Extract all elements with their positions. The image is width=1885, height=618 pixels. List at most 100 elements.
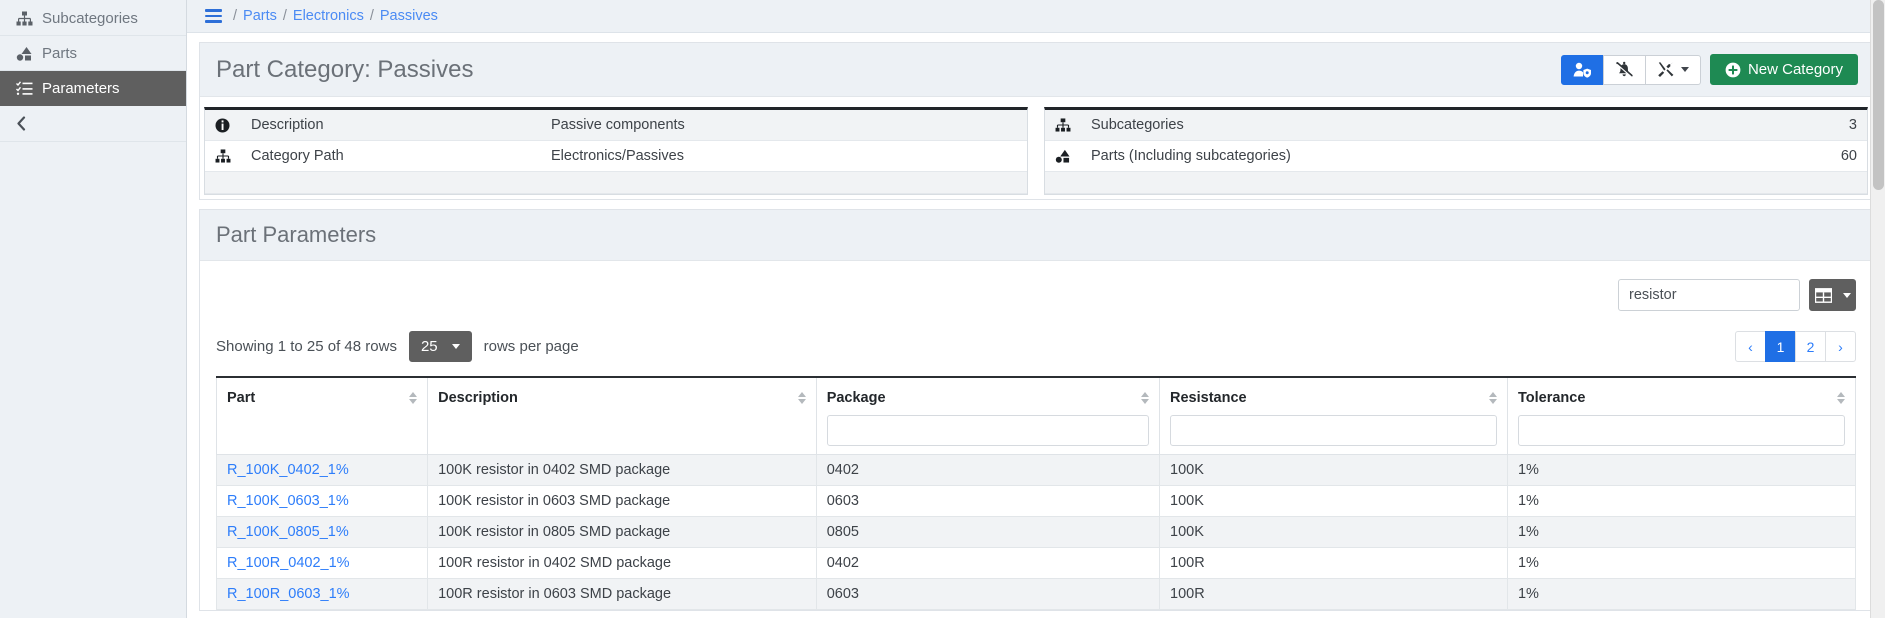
bell-slash-icon xyxy=(1615,61,1634,78)
breadcrumb: / Parts / Electronics / Passives xyxy=(187,0,1885,33)
filter-input-resistance[interactable] xyxy=(1170,415,1497,446)
sidebar-item-label: Parts xyxy=(42,44,78,62)
cell-resistance: 100R xyxy=(1159,578,1508,610)
column-header-part[interactable]: Part xyxy=(215,376,429,455)
info-value: Passive components xyxy=(551,117,685,133)
cell-package: 0402 xyxy=(815,547,1161,579)
table-row: Subcategories 3 xyxy=(1045,110,1867,141)
breadcrumb-separator: / xyxy=(233,8,238,24)
cell-package: 0805 xyxy=(815,516,1161,548)
cell-description: 100K resistor in 0603 SMD package xyxy=(427,485,817,517)
cell-description: 100K resistor in 0805 SMD package xyxy=(427,516,817,548)
cell-resistance: 100K xyxy=(1159,516,1508,548)
permissions-button[interactable] xyxy=(1560,54,1604,85)
sort-icon[interactable] xyxy=(409,392,418,404)
column-label: Description xyxy=(438,390,518,406)
sort-icon[interactable] xyxy=(1837,392,1845,404)
sidebar-item-parts[interactable]: Parts xyxy=(0,36,186,71)
tools-dropdown-button[interactable] xyxy=(1644,54,1701,85)
page-size-value: 25 xyxy=(420,338,438,355)
header-spacer xyxy=(227,406,417,446)
sort-icon[interactable] xyxy=(1141,392,1150,404)
column-label: Package xyxy=(826,390,886,406)
pagination-row: Showing 1 to 25 of 48 rows 25 rows per p… xyxy=(216,331,1856,362)
sidebar-collapse-button[interactable] xyxy=(0,106,186,142)
cell-tolerance: 1% xyxy=(1506,578,1857,610)
category-stats-table: Subcategories 3 xyxy=(1045,110,1867,194)
table-row-empty xyxy=(205,171,1027,194)
sort-icon[interactable] xyxy=(797,392,806,404)
sitemap-icon xyxy=(205,141,241,172)
column-label: Part xyxy=(227,390,256,406)
column-header-package[interactable]: Package xyxy=(815,376,1161,455)
part-link[interactable]: R_100R_0603_1% xyxy=(227,586,350,602)
cell-package: 0603 xyxy=(815,485,1161,517)
part-parameters-panel: Part Parameters xyxy=(199,209,1873,611)
action-button-group xyxy=(1560,54,1701,85)
breadcrumb-separator: / xyxy=(282,8,287,24)
table-header-row: Part Description xyxy=(215,376,1857,455)
header-spacer xyxy=(438,406,806,446)
table-row: R_100K_0805_1% 100K resistor in 0805 SMD… xyxy=(215,516,1857,548)
unsubscribe-button[interactable] xyxy=(1602,54,1646,85)
filter-input-package[interactable] xyxy=(826,415,1150,446)
info-value: Electronics/Passives xyxy=(551,148,684,164)
section-title: Part Parameters xyxy=(200,210,1872,261)
new-category-button[interactable]: New Category xyxy=(1709,54,1858,85)
rows-info: Showing 1 to 25 of 48 rows 25 rows per p… xyxy=(216,331,579,362)
pagination-page-1[interactable]: 1 xyxy=(1765,331,1796,362)
part-link[interactable]: R_100K_0603_1% xyxy=(227,493,349,509)
cell-description: 100R resistor in 0603 SMD package xyxy=(427,578,817,610)
breadcrumb-item-parts[interactable]: Parts xyxy=(243,8,277,24)
sidebar-item-label: Parameters xyxy=(42,79,120,97)
sort-icon[interactable] xyxy=(1488,392,1497,404)
breadcrumb-item-electronics[interactable]: Electronics xyxy=(292,8,364,24)
page-scrollbar[interactable] xyxy=(1870,0,1885,618)
scrollbar-thumb[interactable] xyxy=(1873,0,1884,190)
column-header-resistance[interactable]: Resistance xyxy=(1159,376,1508,455)
category-stats-card: Subcategories 3 xyxy=(1044,107,1868,195)
columns-toggle-button[interactable] xyxy=(1809,279,1856,311)
column-header-tolerance[interactable]: Tolerance xyxy=(1506,376,1857,455)
hamburger-icon[interactable] xyxy=(205,9,222,23)
parameters-table: Part Description xyxy=(215,376,1857,610)
sidebar-item-parameters[interactable]: Parameters xyxy=(0,71,186,106)
sidebar-item-subcategories[interactable]: Subcategories xyxy=(0,1,186,36)
column-header-description[interactable]: Description xyxy=(427,376,817,455)
category-details-table: Description Passive components xyxy=(205,110,1027,194)
cell-description: 100K resistor in 0402 SMD package xyxy=(427,454,817,486)
search-input[interactable] xyxy=(1618,279,1800,311)
chevron-down-icon xyxy=(1680,67,1689,72)
table-row: R_100R_0402_1% 100R resistor in 0402 SMD… xyxy=(215,547,1857,579)
filter-input-tolerance[interactable] xyxy=(1517,415,1845,446)
part-link[interactable]: R_100K_0402_1% xyxy=(227,462,349,478)
main-content: / Parts / Electronics / Passives Part Ca… xyxy=(187,0,1885,618)
parameters-body: Showing 1 to 25 of 48 rows 25 rows per p… xyxy=(200,261,1872,610)
category-header: Part Category: Passives xyxy=(200,43,1872,97)
info-circle-icon xyxy=(205,110,241,141)
cell-tolerance: 1% xyxy=(1506,454,1857,486)
info-value: 3 xyxy=(1848,117,1857,133)
pagination-page-2[interactable]: 2 xyxy=(1795,331,1826,362)
table-row: R_100R_0603_1% 100R resistor in 0603 SMD… xyxy=(215,578,1857,610)
category-details-card: Description Passive components xyxy=(204,107,1028,195)
info-label: Description xyxy=(251,117,324,133)
tools-icon xyxy=(1657,61,1675,78)
shapes-icon xyxy=(1045,141,1081,172)
part-link[interactable]: R_100R_0402_1% xyxy=(227,555,350,571)
part-link[interactable]: R_100K_0805_1% xyxy=(227,524,349,540)
breadcrumb-item-passives[interactable]: Passives xyxy=(379,8,438,24)
list-check-icon xyxy=(16,80,42,96)
pagination-prev[interactable]: ‹ xyxy=(1735,331,1766,362)
chevron-down-icon xyxy=(1842,292,1851,298)
info-label: Category Path xyxy=(251,148,344,164)
showing-rows-text: Showing 1 to 25 of 48 rows xyxy=(216,338,397,355)
chevron-down-icon xyxy=(451,344,460,349)
new-category-label: New Category xyxy=(1747,61,1843,78)
sidebar-filler xyxy=(0,142,186,542)
cell-resistance: 100R xyxy=(1159,547,1508,579)
cell-resistance: 100K xyxy=(1159,485,1508,517)
page-size-dropdown[interactable]: 25 xyxy=(408,331,472,362)
chevron-left-icon xyxy=(16,116,27,131)
pagination-next[interactable]: › xyxy=(1825,331,1856,362)
